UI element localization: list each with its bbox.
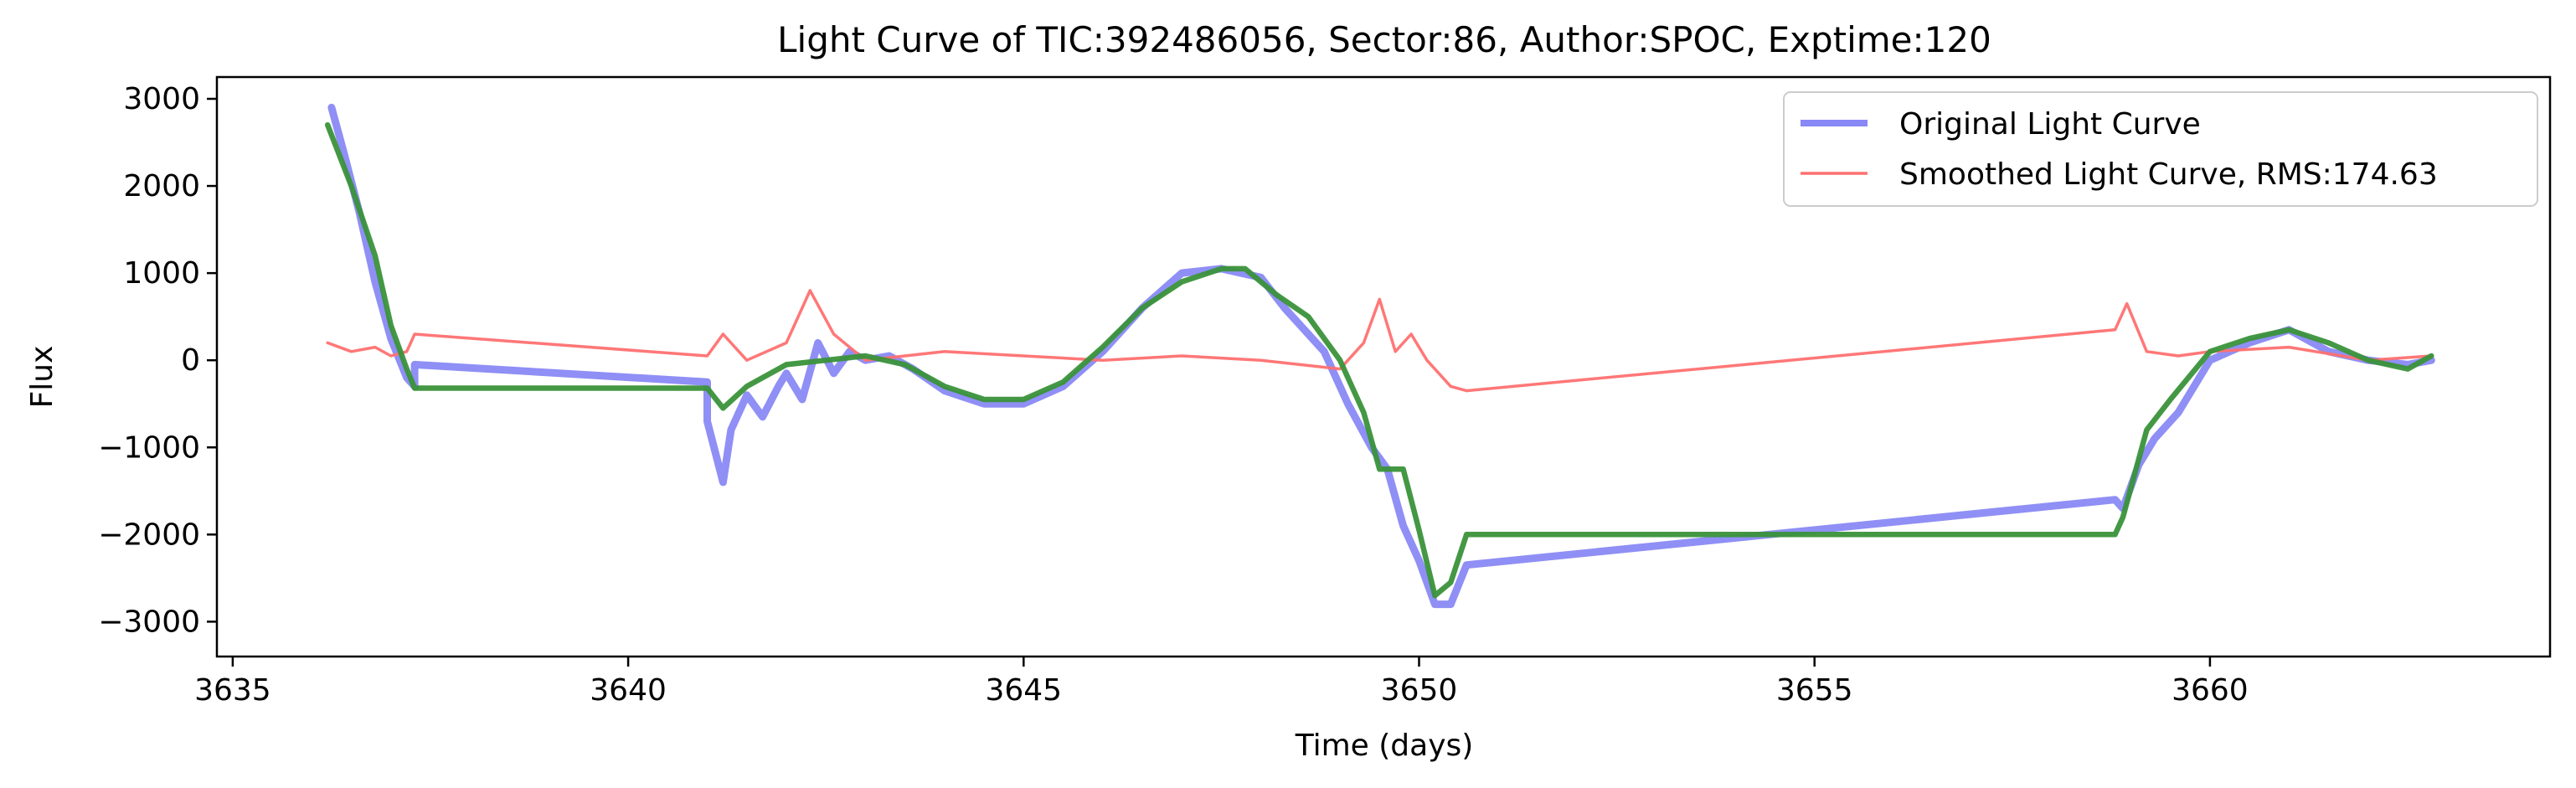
y-tick-label: −2000 bbox=[98, 518, 200, 552]
legend-label-original: Original Light Curve bbox=[1899, 107, 2201, 142]
x-tick-label: 3655 bbox=[1776, 673, 1853, 708]
y-axis-ticks: −3000 −2000 −1000 0 1000 2000 3000 bbox=[98, 82, 217, 639]
x-axis-ticks: 3635 3640 3645 3650 3655 3660 bbox=[194, 657, 2249, 708]
y-tick-label: 0 bbox=[181, 343, 200, 378]
series-smoothed-light-curve bbox=[326, 289, 2434, 393]
plot-frame bbox=[215, 75, 2552, 658]
legend-box bbox=[1783, 91, 2538, 207]
x-tick-label: 3640 bbox=[590, 673, 667, 708]
x-tick-label: 3635 bbox=[194, 673, 271, 708]
x-tick-label: 3660 bbox=[2172, 673, 2249, 708]
y-tick-label: 1000 bbox=[123, 256, 200, 291]
series-layer bbox=[324, 103, 2435, 609]
y-axis-label: Flux bbox=[25, 346, 59, 409]
series-trend-line bbox=[324, 121, 2434, 599]
x-tick-label: 3645 bbox=[985, 673, 1062, 708]
x-tick-label: 3650 bbox=[1381, 673, 1458, 708]
legend-label-smoothed: Smoothed Light Curve, RMS:174.63 bbox=[1899, 157, 2438, 192]
y-tick-label: −1000 bbox=[98, 430, 200, 465]
y-tick-label: −3000 bbox=[98, 605, 200, 639]
y-tick-label: 3000 bbox=[123, 82, 200, 116]
chart-title: Light Curve of TIC:392486056, Sector:86,… bbox=[777, 19, 1991, 60]
series-original-light-curve bbox=[327, 103, 2435, 609]
y-tick-label: 2000 bbox=[123, 169, 200, 203]
legend: Original Light Curve Smoothed Light Curv… bbox=[1783, 91, 2538, 207]
x-axis-label: Time (days) bbox=[1295, 729, 1474, 763]
